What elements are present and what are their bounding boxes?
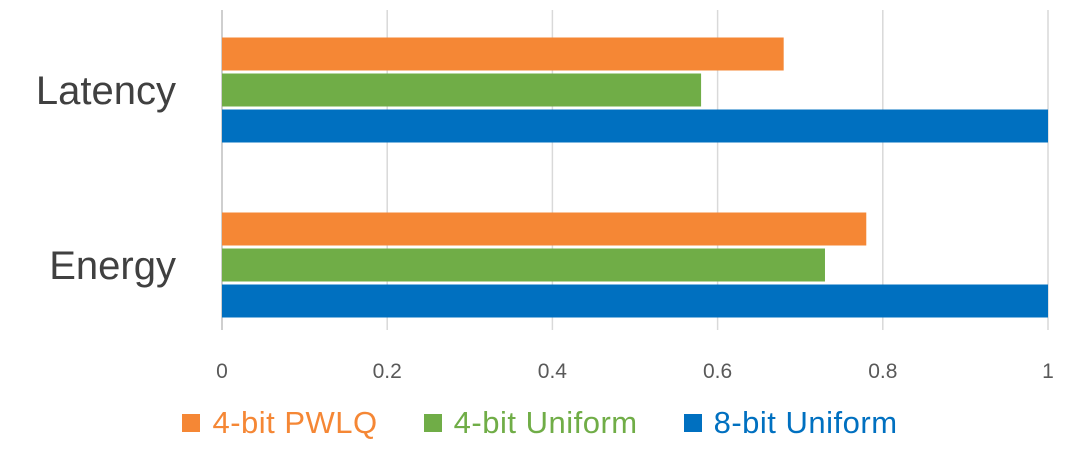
x-tick-label: 0: [216, 360, 228, 383]
category-label-energy: Energy: [49, 244, 176, 288]
legend-label: 4-bit PWLQ: [212, 405, 378, 440]
bar-latency-4-bit-pwlq: [222, 37, 784, 71]
bar-energy-4-bit-pwlq: [222, 212, 867, 246]
x-tick-label: 0.4: [538, 360, 568, 383]
bar-chart: Latency Energy 0 0.2 0.4 0.6 0.8 1: [36, 10, 1054, 383]
bar-latency-4-bit-uniform: [222, 73, 702, 107]
legend-item: 4-bit PWLQ: [182, 405, 377, 441]
legend-label: 8-bit Uniform: [713, 405, 898, 440]
legend-label: 4-bit Uniform: [453, 405, 638, 440]
legend: 4-bit PWLQ 4-bit Uniform 8-bit Uniform: [0, 400, 1080, 446]
x-tick-label: 0.6: [703, 360, 732, 383]
legend-item: 8-bit Uniform: [683, 405, 898, 441]
bar-latency-8-bit-uniform: [222, 109, 1048, 143]
legend-item: 4-bit Uniform: [423, 405, 638, 441]
bars: [222, 37, 1048, 318]
x-tick-labels: 0 0.2 0.4 0.6 0.8 1: [216, 360, 1054, 383]
legend-swatch: [683, 414, 702, 432]
category-labels: Latency Energy: [36, 69, 176, 288]
x-tick-label: 0.2: [373, 360, 402, 383]
legend-swatch: [182, 414, 201, 432]
bar-energy-4-bit-uniform: [222, 248, 825, 282]
x-tick-label: 0.8: [868, 360, 897, 383]
bar-energy-8-bit-uniform: [222, 284, 1048, 318]
category-label-latency: Latency: [36, 69, 176, 113]
x-tick-label: 1: [1042, 360, 1054, 383]
legend-swatch: [423, 414, 442, 432]
